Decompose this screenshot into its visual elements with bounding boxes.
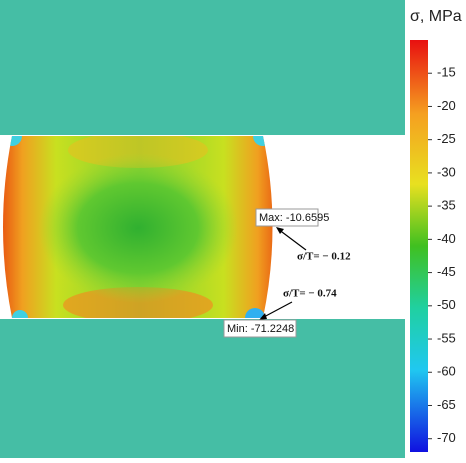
tick-label: -35 — [437, 198, 456, 213]
colorbar-title: σ, MPa — [410, 8, 462, 25]
tick-label: -70 — [437, 430, 456, 445]
tick-label: -40 — [437, 231, 456, 246]
tick-label: -30 — [437, 164, 456, 179]
max-arrow — [277, 228, 307, 251]
ratio-min: σ/T= − 0.74 — [283, 288, 337, 300]
max-box — [255, 208, 319, 227]
colorbar-ticks: -15 -20 -25 -30 -35 -40 -45 -50 -55 -60 -65 -70 — [428, 65, 456, 445]
ratio-max: σ/T= − 0.12 — [297, 251, 351, 263]
tick-label: -65 — [437, 397, 456, 412]
max-label: Max: -10.6595 — [259, 212, 329, 224]
min-box — [223, 319, 297, 338]
tick-label: -55 — [437, 330, 456, 345]
specimen-contour — [3, 136, 273, 318]
tick-label: -25 — [437, 131, 456, 146]
arrowhead — [259, 313, 267, 320]
bottom-platen — [0, 319, 405, 458]
tick-label: -45 — [437, 264, 456, 279]
min-arrow — [261, 301, 293, 319]
colorbar — [410, 40, 428, 452]
tick-label: -20 — [437, 98, 456, 113]
top-platen — [0, 0, 405, 135]
tick-label: -50 — [437, 297, 456, 312]
arrowhead — [276, 227, 284, 234]
tick-label: -15 — [437, 65, 456, 80]
tick-label: -60 — [437, 364, 456, 379]
min-label: Min: -71.2248 — [227, 323, 294, 335]
